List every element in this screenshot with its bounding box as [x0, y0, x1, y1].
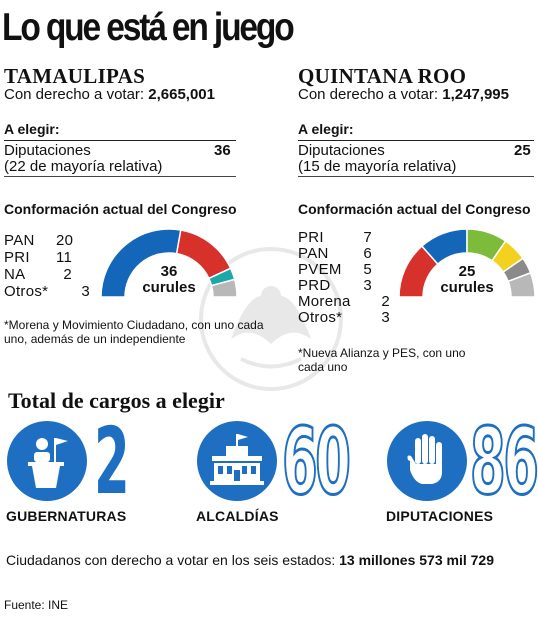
podium-icon	[7, 421, 87, 501]
state-name: TAMAULIPAS	[4, 64, 146, 88]
diputaciones-value: 36	[214, 142, 231, 159]
diputaciones-label: Diputaciones	[4, 142, 91, 159]
total-label: GUBERNATURAS	[6, 508, 127, 524]
seats-total: 25	[458, 263, 476, 280]
legend-value: 20	[56, 232, 74, 249]
total-number: 86	[469, 408, 538, 515]
legend-row: Morena 2	[298, 293, 390, 310]
seats-label: curules	[440, 279, 494, 296]
voters-label: Con derecho a votar:	[298, 86, 439, 103]
diputaciones-value: 25	[514, 142, 531, 159]
congress-donut-chart	[398, 228, 536, 298]
seats-total: 36	[160, 263, 178, 280]
legend-row: Otros* 3	[298, 309, 390, 326]
divider	[298, 140, 534, 141]
total-voters-value: 13 millones 573 mil 729	[339, 552, 494, 568]
footnote: *Nueva Alianza y PES, con uno cada uno	[298, 346, 466, 374]
legend-value: 2	[63, 266, 72, 283]
voters-value: 1,247,995	[442, 86, 509, 103]
eagle-seal-watermark-icon	[199, 247, 343, 391]
raised-hand-icon	[387, 421, 467, 501]
legend-value: 6	[363, 245, 372, 262]
legend-party: PRI	[298, 229, 324, 246]
seats-label: curules	[142, 279, 196, 296]
voters-label: Con derecho a votar:	[4, 86, 145, 103]
legend-row: PRI 7	[298, 229, 372, 246]
diputaciones-sub: (15 de mayoría relativa)	[298, 158, 457, 175]
legend-party: PAN	[4, 232, 35, 249]
legend-value: 2	[381, 293, 390, 310]
legend-row: PRD 3	[298, 277, 372, 294]
legend-row: PAN 20	[4, 232, 73, 249]
legend-party: Morena	[298, 293, 351, 310]
legend-row: NA 2	[4, 266, 72, 283]
elegir-label: A elegir:	[4, 121, 60, 137]
legend-row: PVEM 5	[298, 261, 372, 278]
congress-title: Conformación actual del Congreso	[298, 201, 531, 217]
voters-line: Con derecho a votar: 2,665,001	[4, 86, 215, 103]
total-voters-line: Ciudadanos con derecho a votar en los se…	[6, 552, 494, 568]
legend-party: Otros*	[4, 283, 49, 300]
legend-value: 3	[381, 309, 390, 326]
legend-party: PRD	[298, 277, 331, 294]
total-label: DIPUTACIONES	[386, 508, 494, 524]
total-label: ALCALDÍAS	[196, 508, 279, 524]
total-number: 2	[94, 408, 130, 515]
source-note: Fuente: INE	[4, 598, 69, 612]
total-voters-label: Ciudadanos con derecho a votar en los se…	[6, 552, 336, 568]
legend-value: 3	[363, 277, 372, 294]
legend-party: PAN	[298, 245, 329, 262]
footnote: *Morena y Movimiento Ciudadano, con uno …	[4, 318, 264, 346]
legend-row: PAN 6	[298, 245, 372, 262]
donut-slice-otros	[210, 278, 238, 298]
legend-party: PRI	[4, 249, 30, 266]
diputaciones-label: Diputaciones	[298, 142, 385, 159]
diputaciones-sub: (22 de mayoría relativa)	[4, 158, 163, 175]
voters-value: 2,665,001	[148, 86, 215, 103]
elegir-label: A elegir:	[298, 121, 354, 137]
page-title: Lo que está en juego	[2, 6, 295, 49]
state-name: QUINTANA ROO	[298, 64, 467, 88]
legend-value: 3	[81, 283, 90, 300]
congress-donut-chart	[100, 228, 238, 298]
divider	[4, 176, 236, 177]
legend-party: NA	[4, 266, 26, 283]
totals-heading: Total de cargos a elegir	[8, 388, 225, 413]
voters-line: Con derecho a votar: 1,247,995	[298, 86, 509, 103]
city-hall-icon	[197, 421, 277, 501]
legend-row: PRI 11	[4, 249, 72, 266]
legend-party: Otros*	[298, 309, 343, 326]
divider	[4, 140, 236, 141]
total-number: 60	[281, 408, 352, 515]
donut-slice-otros	[507, 271, 536, 298]
congress-title: Conformación actual del Congreso	[4, 201, 237, 217]
legend-value: 7	[363, 229, 372, 246]
legend-value: 5	[363, 261, 372, 278]
legend-row: Otros* 3	[4, 283, 90, 300]
divider	[298, 176, 534, 177]
legend-party: PVEM	[298, 261, 342, 278]
legend-value: 11	[56, 249, 73, 266]
